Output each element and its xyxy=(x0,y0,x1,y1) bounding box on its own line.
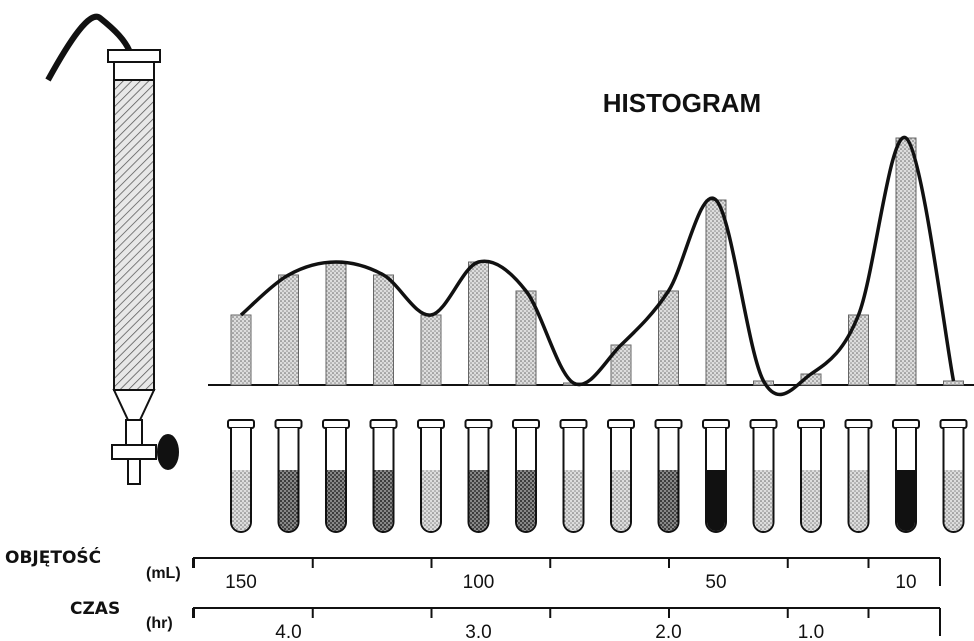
volume-unit: (mL) xyxy=(146,565,181,582)
volume-label: OBJĘTOŚĆ xyxy=(5,546,101,568)
tube-rim xyxy=(417,419,445,429)
tube-contents xyxy=(327,470,345,531)
tube-rim xyxy=(512,419,540,429)
tube-rim xyxy=(797,419,825,429)
elution-curve xyxy=(239,136,956,397)
histogram-bar xyxy=(373,274,394,386)
scale-tick-label: 50 xyxy=(705,572,726,593)
tube-rim xyxy=(702,419,730,429)
tube-contents xyxy=(849,470,868,531)
scale-tick-label: 2.0 xyxy=(655,622,681,641)
histogram-bar xyxy=(278,274,299,386)
tube-rim xyxy=(322,419,350,429)
scale-tick-label: 1.0 xyxy=(798,622,824,641)
histogram-bar xyxy=(468,261,489,386)
tube-contents xyxy=(564,470,583,531)
tube-rim xyxy=(844,419,873,429)
scale-tick-label: 3.0 xyxy=(465,622,491,641)
scale-tick-label: 4.0 xyxy=(275,622,301,641)
tube-contents xyxy=(517,470,535,531)
histogram-bar xyxy=(705,199,727,386)
histogram-bar xyxy=(943,380,964,386)
tube-rim xyxy=(654,419,683,429)
histogram-bar xyxy=(325,261,347,386)
tube-contents xyxy=(279,470,298,531)
histogram-bar xyxy=(848,314,869,386)
tube-contents xyxy=(469,470,488,531)
time-unit: (hr) xyxy=(146,615,173,632)
histogram-bar xyxy=(658,290,679,386)
tube-contents xyxy=(802,470,820,531)
histogram-bar xyxy=(895,137,917,386)
title: HISTOGRAM xyxy=(603,88,761,118)
tube-rim xyxy=(749,419,778,429)
tube-contents xyxy=(374,470,393,531)
chromatography-column xyxy=(45,13,179,485)
tube-contents xyxy=(897,470,915,531)
tube-rim xyxy=(227,419,255,429)
tube-contents xyxy=(612,470,630,531)
tube-rim xyxy=(607,419,635,429)
tube-rim xyxy=(369,419,398,429)
tube-contents xyxy=(944,470,963,531)
tube-rim xyxy=(464,419,493,429)
tube-contents xyxy=(707,470,725,531)
scale-tick-label: 10 xyxy=(895,572,916,593)
tube-rim xyxy=(892,419,920,429)
histogram-bar xyxy=(230,314,252,386)
histogram-bar xyxy=(420,314,442,386)
tube-contents xyxy=(754,470,773,531)
scale-tick-label: 100 xyxy=(463,572,495,593)
tube-rim xyxy=(559,419,588,429)
tube-contents xyxy=(659,470,678,531)
tube-contents xyxy=(232,470,250,531)
tube-rim xyxy=(274,419,303,429)
time-label: CZAS xyxy=(70,599,120,619)
tube-contents xyxy=(422,470,440,531)
scale-tick-label: 150 xyxy=(225,572,257,593)
tube-rim xyxy=(939,419,968,429)
